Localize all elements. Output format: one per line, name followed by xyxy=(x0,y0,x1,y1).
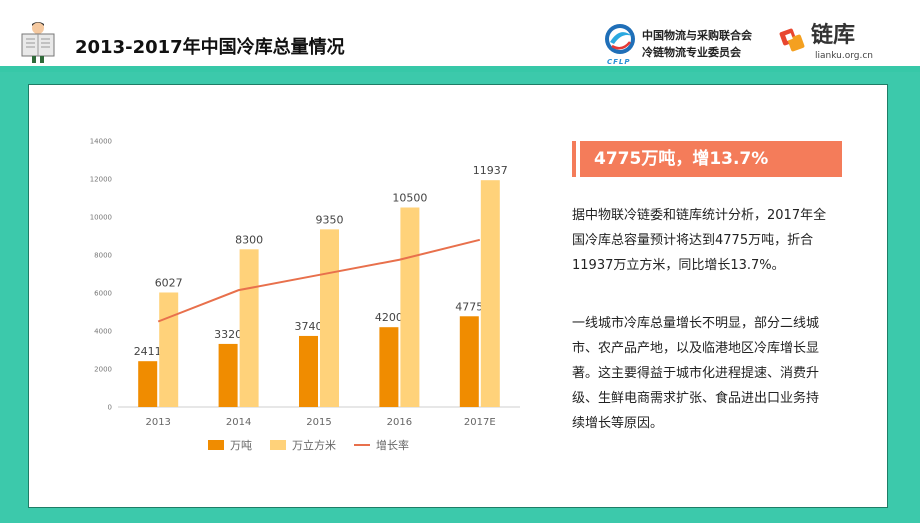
summary-paragraph-2: 一线城市冷库总量增长不明显，部分二线城 市、农产品产地，以及临港地区冷库增长显 … xyxy=(572,311,872,436)
bar-tons xyxy=(379,327,399,407)
y-tick-label: 12000 xyxy=(90,176,112,184)
y-tick-label: 4000 xyxy=(94,328,112,336)
headline-accent-bar xyxy=(576,141,580,177)
header-bar xyxy=(0,0,920,66)
paragraph-2-line: 续增长等原因。 xyxy=(572,416,664,431)
bar-tons xyxy=(138,361,158,407)
paragraph-1-line: 据中物联冷链委和链库统计分析，2017年全 xyxy=(572,208,827,223)
y-tick-label: 14000 xyxy=(90,138,112,146)
cold-storage-chart: 0 2000 4000 6000 8000 10000 12000 14000 2411 6027… xyxy=(90,138,520,452)
bar-volume xyxy=(320,229,339,407)
y-tick-label: 0 xyxy=(108,404,112,412)
legend-label: 万立方米 xyxy=(292,438,336,452)
x-category-label: 2014 xyxy=(226,417,251,428)
bar-data-label: 9350 xyxy=(316,213,344,226)
lianku-logo-icon xyxy=(779,28,805,52)
page-title: 2013-2017年中国冷库总量情况 xyxy=(75,37,345,58)
headline-banner xyxy=(572,141,842,177)
header-stripe xyxy=(0,66,920,72)
legend-label: 万吨 xyxy=(230,439,252,452)
paragraph-2-line: 市、农产品产地，以及临港地区冷库增长显 xyxy=(572,341,820,356)
bar-data-label: 8300 xyxy=(235,233,263,246)
summary-paragraph-1: 据中物联冷链委和链库统计分析，2017年全 国冷库总容量预计将达到4775万吨，… xyxy=(572,203,872,278)
bar-data-label: 10500 xyxy=(392,192,427,205)
paragraph-2-line: 著。这主要得益于城市化进程提速、消费升 xyxy=(572,366,820,381)
reader-figure-icon xyxy=(21,22,55,63)
headline-text: 4775万吨，增13.7% xyxy=(594,149,769,169)
lianku-site-url: lianku.org.cn xyxy=(815,51,873,61)
paragraph-2-line: 一线城市冷库总量增长不明显，部分二线城 xyxy=(572,316,820,331)
paragraph-1-line: 国冷库总容量预计将达到4775万吨，折合 xyxy=(572,233,814,248)
x-category-label: 2017E xyxy=(464,417,496,428)
bar-volume xyxy=(159,292,179,407)
org-name-line2: 冷链物流专业委员会 xyxy=(642,46,741,59)
x-category-label: 2013 xyxy=(145,417,170,428)
y-tick-label: 10000 xyxy=(90,214,112,222)
bar-volume xyxy=(480,180,500,407)
bar-volume xyxy=(400,207,420,407)
bar-tons xyxy=(299,335,318,407)
lianku-brand-name: 链库 xyxy=(811,23,856,48)
bar-data-label: 4775 xyxy=(455,300,483,313)
bar-data-label: 3320 xyxy=(214,328,242,341)
legend-swatch xyxy=(208,440,224,450)
bar-data-label: 3740 xyxy=(295,320,323,333)
y-tick-label: 6000 xyxy=(94,290,112,298)
paragraph-2-line: 级、生鲜电商需求扩张、食品进出口业务持 xyxy=(572,391,820,406)
growth-rate-line xyxy=(157,238,481,323)
y-tick-label: 8000 xyxy=(94,252,112,260)
bar-tons xyxy=(218,343,238,407)
paragraph-1-line: 11937万立方米，同比增长13.7%。 xyxy=(572,258,785,273)
org-name-line1: 中国物流与采购联合会 xyxy=(642,29,752,42)
x-category-label: 2015 xyxy=(306,417,331,428)
bar-data-label: 6027 xyxy=(155,276,183,289)
y-tick-label: 2000 xyxy=(94,366,112,374)
x-category-label: 2016 xyxy=(387,417,412,428)
bar-tons xyxy=(459,316,479,407)
cflp-mark: CFLP xyxy=(607,58,631,66)
cflp-logo-icon xyxy=(605,24,635,54)
legend-label: 增长率 xyxy=(376,438,409,452)
bar-data-label: 2411 xyxy=(134,345,162,358)
bar-data-label: 4200 xyxy=(375,311,403,324)
bar-data-label: 11937 xyxy=(473,164,508,177)
legend-swatch xyxy=(270,440,286,450)
bar-volume xyxy=(239,249,259,407)
